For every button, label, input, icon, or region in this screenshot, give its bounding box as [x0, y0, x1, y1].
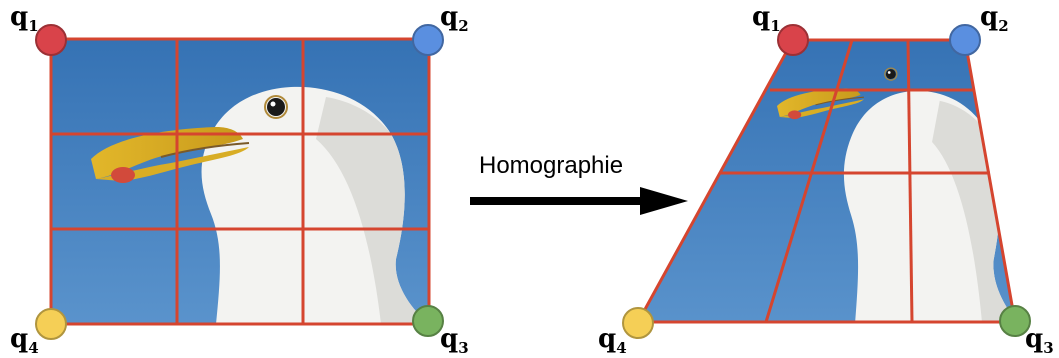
source-grid	[49, 37, 431, 326]
arrow-icon	[470, 187, 688, 215]
source-label-q1: q1	[10, 2, 39, 35]
source-border	[49, 37, 431, 326]
warped-grid-v1	[764, 39, 854, 323]
warped-corner-q4[interactable]	[622, 307, 654, 339]
warped-label-q4: q4	[598, 324, 627, 357]
source-corner-q2[interactable]	[412, 24, 444, 56]
source-label-q4: q4	[10, 324, 39, 357]
source-corner-q4[interactable]	[35, 308, 67, 340]
warped-image	[638, 40, 1015, 322]
warped-label-q1: q1	[752, 2, 781, 35]
source-label-q2: q2	[440, 2, 469, 35]
source-image	[51, 39, 429, 324]
warped-corner-q3[interactable]	[999, 305, 1031, 337]
source-label-q3: q3	[440, 324, 469, 357]
arrow-label: Homographie	[479, 152, 623, 179]
warped-grid-v2	[906, 39, 914, 323]
warped-label-q3: q3	[1025, 324, 1054, 357]
source-corner-q1[interactable]	[35, 24, 67, 56]
warped-label-q2: q2	[980, 2, 1009, 35]
warped-corner-q1[interactable]	[777, 24, 809, 56]
source-corner-q3[interactable]	[412, 305, 444, 337]
warped-corner-q2[interactable]	[949, 24, 981, 56]
